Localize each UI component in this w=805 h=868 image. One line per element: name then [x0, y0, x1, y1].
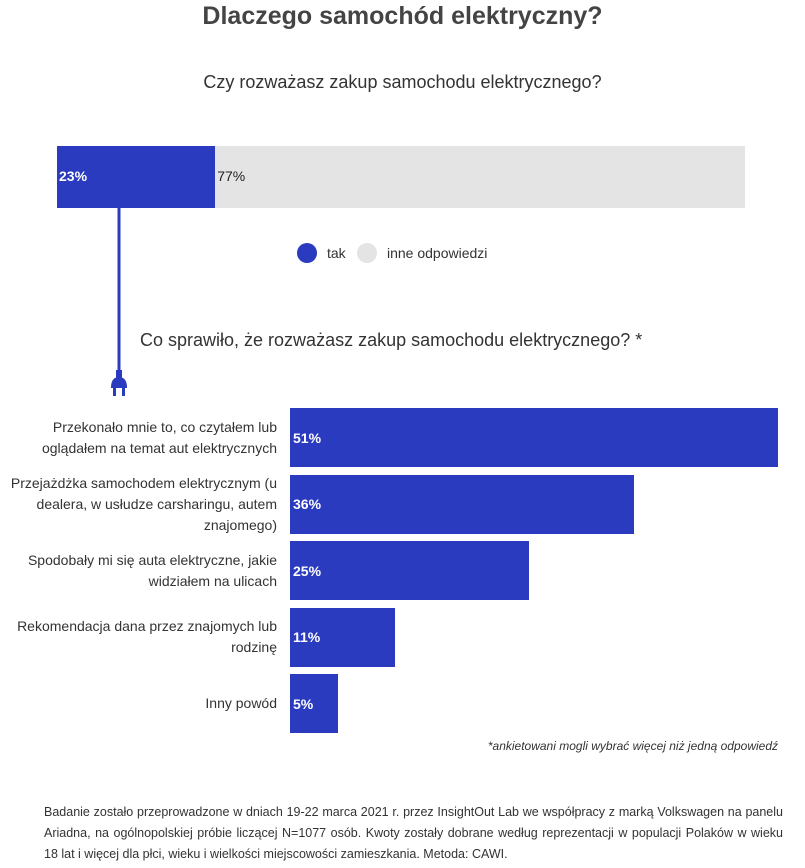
legend-swatch — [357, 243, 377, 263]
bar: 51% — [290, 408, 778, 467]
chart-title: Dlaczego samochód elektryczny? — [202, 2, 603, 30]
segment-label: 77% — [217, 168, 246, 184]
stacked-segment-inne: 77% — [215, 146, 745, 208]
category-label: Przejażdżka samochodem elektrycznym (u d… — [10, 474, 277, 533]
legend-swatch — [297, 243, 317, 263]
data-label: 36% — [293, 496, 322, 512]
question-1: Czy rozważasz zakup samochodu elektryczn… — [203, 72, 602, 92]
bar: 25% — [290, 541, 530, 600]
methodology-note: Badanie zostało przeprowadzone w dniach … — [44, 805, 783, 861]
data-label: 51% — [293, 429, 322, 446]
segment-label: 23% — [59, 168, 88, 184]
legend-item-inne: inne odpowiedzi — [357, 243, 487, 263]
category-label: Rekomendacja dana przez znajomych lub ro… — [17, 618, 277, 655]
footnote: *ankietowani mogli wybrać więcej niż jed… — [487, 739, 778, 753]
data-label: 25% — [293, 562, 322, 579]
category-label: Spodobały mi się auta elektryczne, jakie… — [27, 551, 277, 589]
data-label: 11% — [293, 629, 321, 645]
category-label: Przekonało mnie to, co czytałem lub oglą… — [41, 418, 277, 456]
bar: 5% — [290, 674, 338, 733]
category-label: Inny powód — [205, 695, 277, 711]
bar: 36% — [290, 474, 635, 534]
legend-label: tak — [327, 245, 346, 261]
bar: 11% — [290, 607, 396, 667]
stacked-segment-tak: 23% — [57, 146, 216, 208]
data-label: 5% — [293, 695, 314, 712]
plug-icon — [111, 206, 127, 396]
question-2: Co sprawiło, że rozważasz zakup samochod… — [140, 330, 643, 350]
legend-label: inne odpowiedzi — [387, 245, 488, 261]
legend-item-tak: tak — [297, 243, 346, 263]
